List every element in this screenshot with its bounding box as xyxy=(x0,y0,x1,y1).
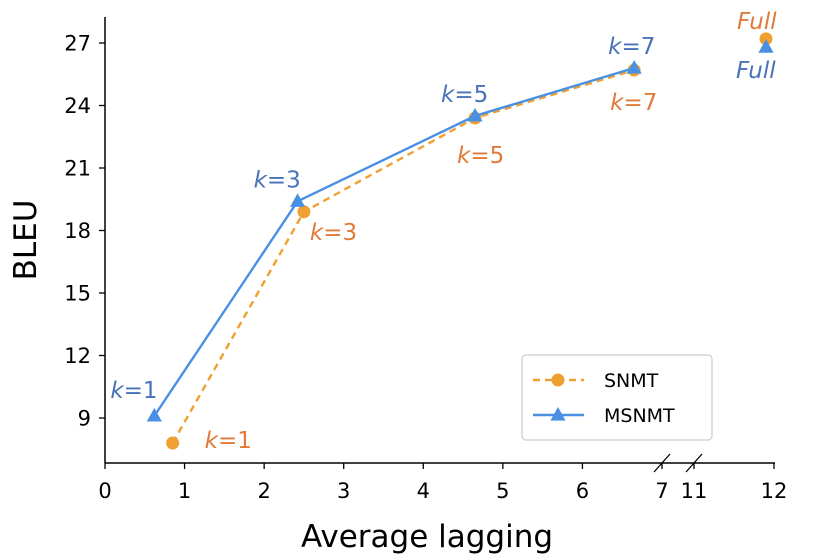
annotation-msnmt-k3: k=3 xyxy=(254,167,301,193)
x-tick-label: 3 xyxy=(337,479,350,503)
y-tick-label: 18 xyxy=(64,219,91,243)
annotation-snmt-k5: k=5 xyxy=(457,143,504,169)
point-snmt xyxy=(166,436,180,450)
x-tick-label: 2 xyxy=(257,479,270,503)
point-msnmt xyxy=(146,407,162,422)
point-snmt xyxy=(297,205,311,219)
point-snmt-full xyxy=(759,32,773,46)
legend-marker-msnmt xyxy=(550,407,566,421)
annotation-snmt-k3: k=3 xyxy=(310,220,357,246)
x-tick-label: 1 xyxy=(178,479,191,503)
annotation-msnmt-full: Full xyxy=(736,58,776,84)
legend-frame xyxy=(521,354,713,441)
y-ticks: 9 12 15 18 21 24 27 xyxy=(64,32,105,431)
plot-area: k=1 k=3 k=5 k=7 Full k=1 k=3 k=5 k=7 Full xyxy=(110,9,777,454)
annotation-snmt-k7: k=7 xyxy=(610,90,657,116)
point-msnmt xyxy=(467,107,483,122)
annotation-msnmt-k7: k=7 xyxy=(608,34,655,60)
annotation-snmt-k1: k=1 xyxy=(205,428,252,454)
y-tick-label: 21 xyxy=(64,157,91,181)
point-msnmt-full xyxy=(758,39,774,53)
annotation-msnmt-k5: k=5 xyxy=(441,82,488,108)
x-tick-label: 11 xyxy=(681,479,708,503)
series-snmt: k=1 k=3 k=5 k=7 Full xyxy=(166,9,777,454)
annotation-msnmt-k1: k=1 xyxy=(110,378,157,404)
x-tick-label: 0 xyxy=(98,479,111,503)
point-msnmt xyxy=(289,193,306,207)
annotation-snmt-full: Full xyxy=(737,9,777,35)
legend-label-msnmt: MSNMT xyxy=(604,405,675,427)
x-tick-label: 7 xyxy=(655,479,668,503)
series-line-snmt xyxy=(171,68,635,444)
series-line-msnmt xyxy=(153,66,635,417)
legend-label-snmt: SNMT xyxy=(604,370,659,392)
x-tick-label: 12 xyxy=(761,479,788,503)
y-tick-label: 12 xyxy=(64,344,91,368)
x-tick-label: 5 xyxy=(496,479,509,503)
y-tick-label: 15 xyxy=(64,282,91,306)
series-msnmt: k=1 k=3 k=5 k=7 Full xyxy=(110,34,776,422)
point-msnmt xyxy=(626,60,642,74)
x-axis-title: Average lagging xyxy=(301,519,553,555)
x-tick-label: 6 xyxy=(576,479,589,503)
x-tick-label: 4 xyxy=(417,479,430,503)
legend-marker-snmt xyxy=(551,373,565,387)
y-axis-title: BLEU xyxy=(8,200,44,281)
legend: SNMT MSNMT xyxy=(521,354,713,441)
legend-item-snmt: SNMT xyxy=(533,370,659,392)
x-ticks: 0 1 2 3 4 5 6 7 11 12 xyxy=(98,463,787,503)
legend-item-msnmt: MSNMT xyxy=(533,405,675,427)
y-tick-label: 24 xyxy=(64,94,91,118)
y-tick-label: 27 xyxy=(64,32,91,56)
y-tick-label: 9 xyxy=(78,407,91,431)
